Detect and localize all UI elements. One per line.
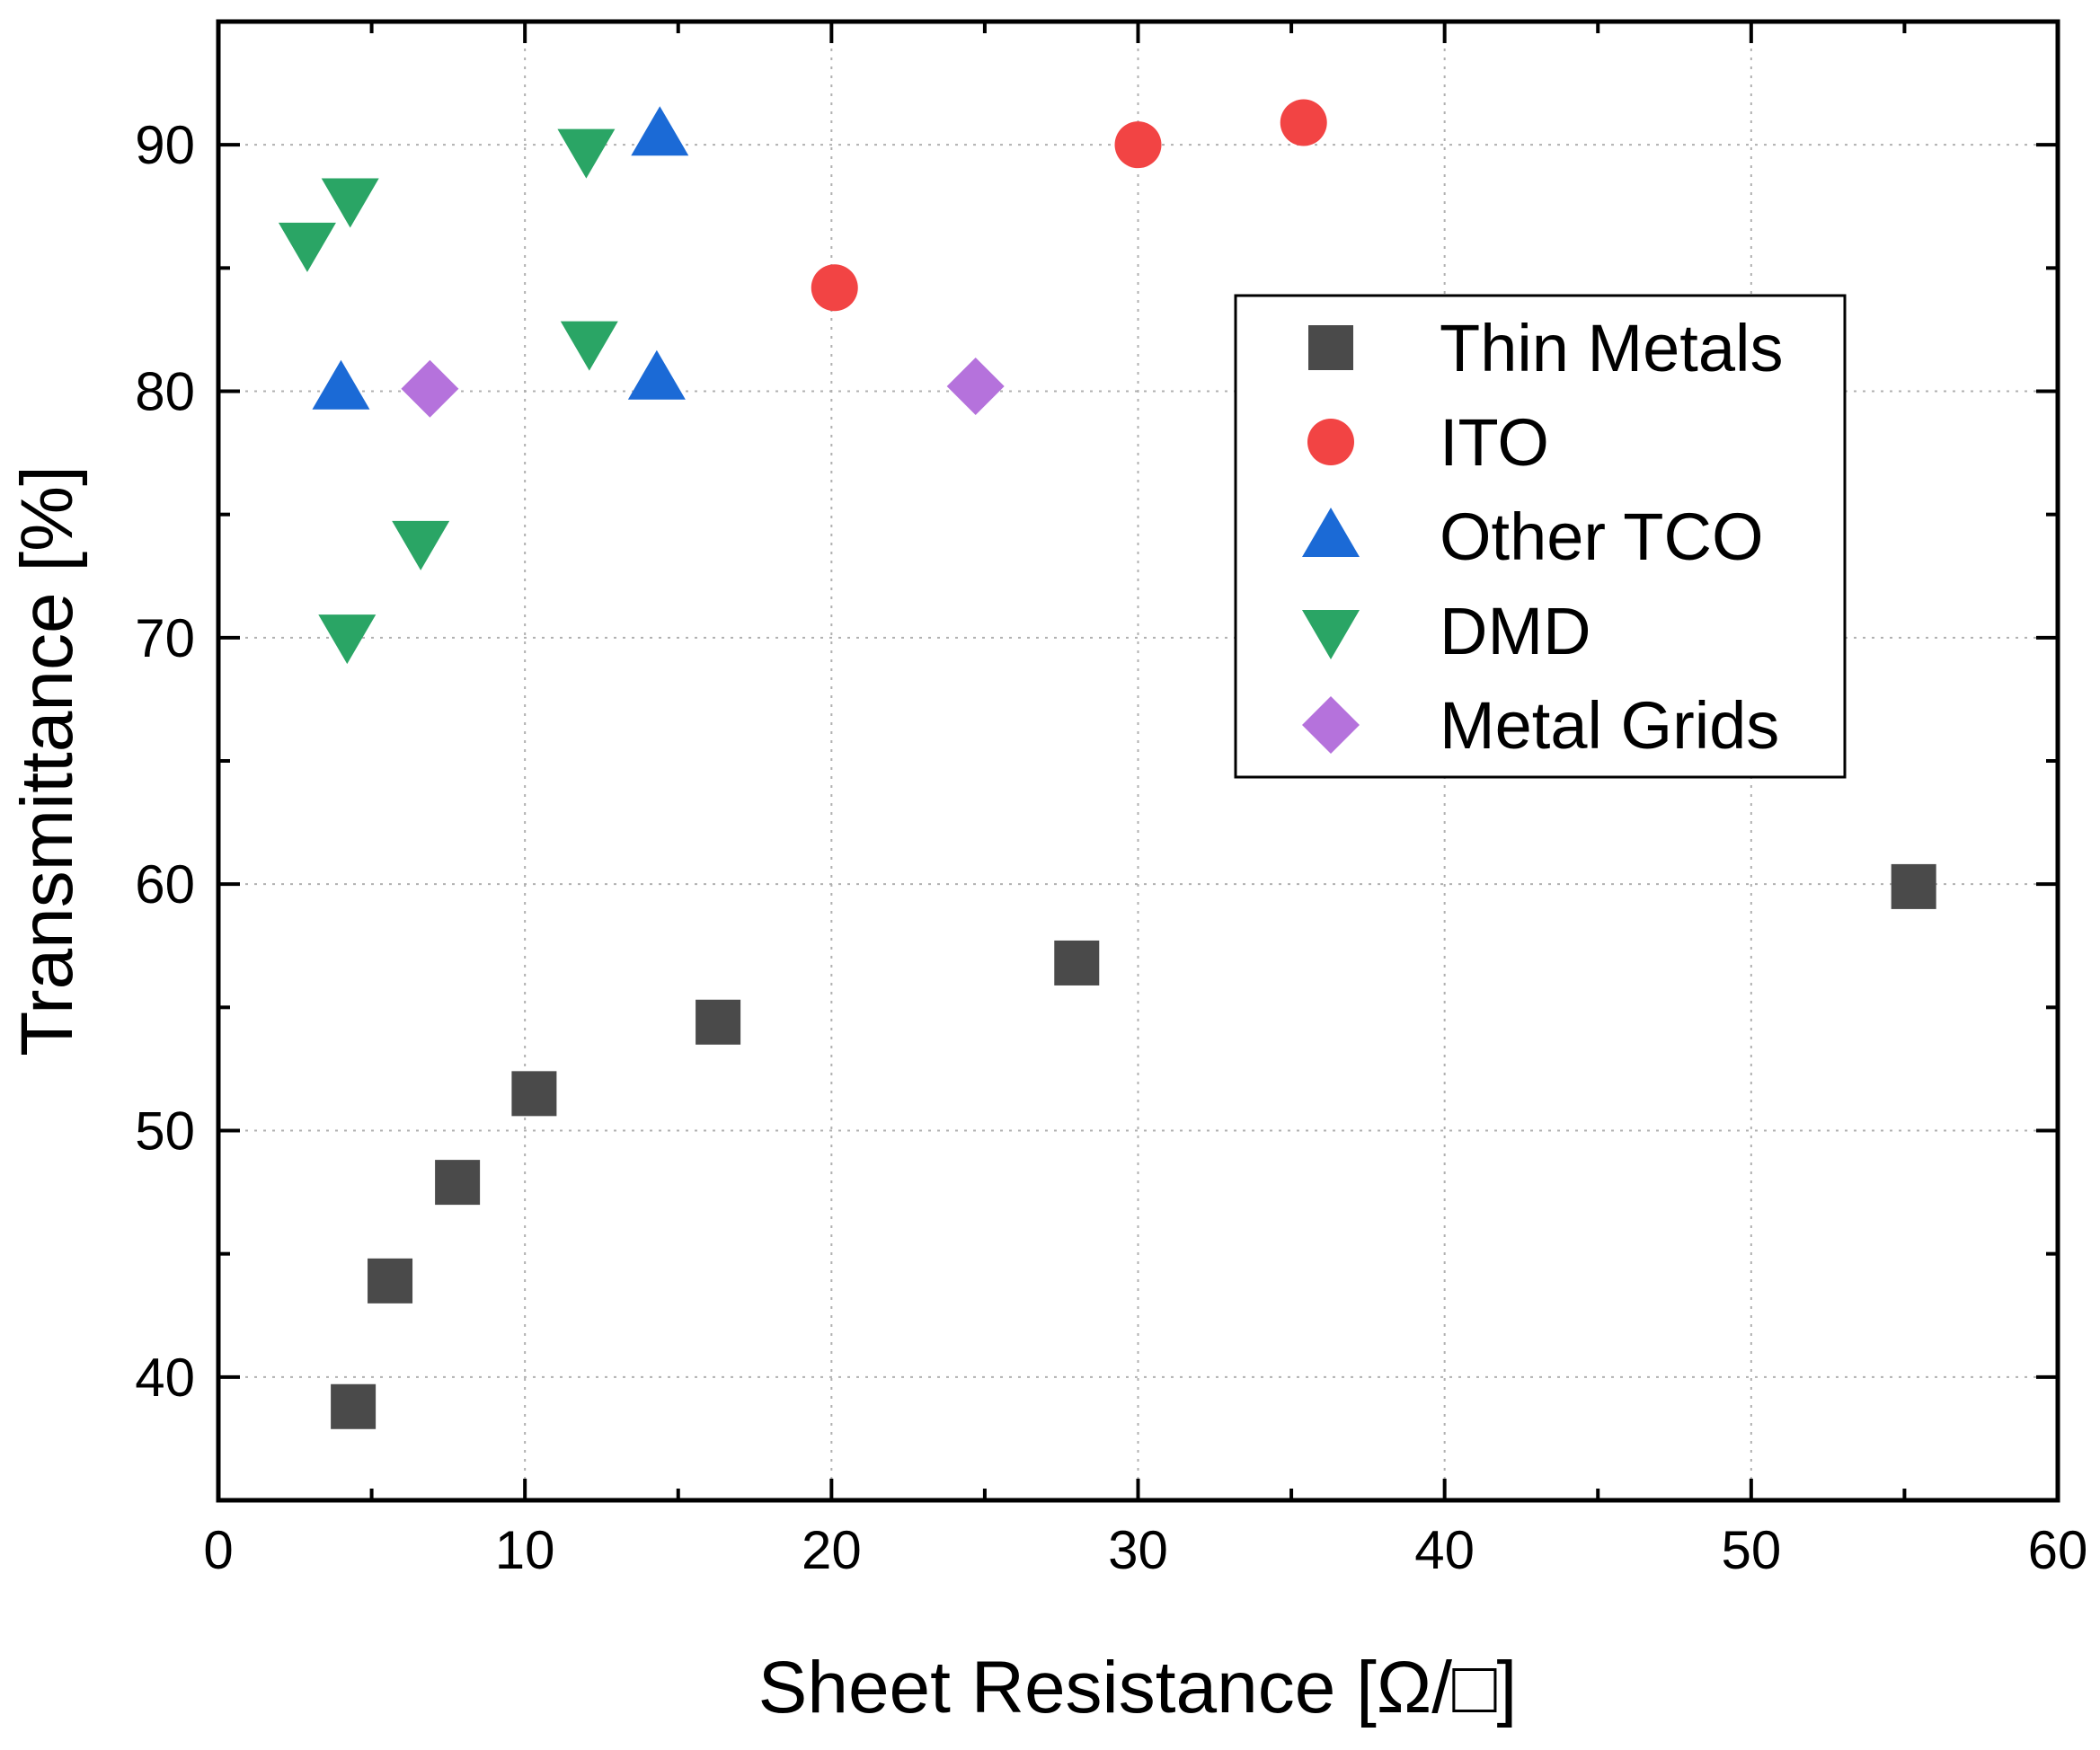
legend-label-dmd: DMD (1440, 594, 1591, 668)
data-point-metal-grids (401, 359, 459, 418)
x-tick-label: 10 (495, 1520, 555, 1580)
data-point-dmd (392, 520, 450, 570)
x-axis-title: Sheet Resistance [Ω/□] (758, 1647, 1518, 1728)
y-axis-title: Transmittance [%] (6, 465, 88, 1056)
y-tick-label: 60 (135, 854, 195, 915)
data-point-dmd (318, 614, 377, 665)
data-point-other-tco (312, 359, 370, 410)
data-point-ito (811, 264, 858, 312)
data-point-dmd (278, 222, 336, 272)
data-point-dmd (557, 128, 616, 179)
legend-marker-metal-grids (1302, 696, 1360, 754)
data-point-thin-metals (368, 1258, 413, 1304)
data-point-ito (1280, 99, 1327, 146)
data-point-thin-metals (435, 1160, 481, 1206)
legend: Thin Metals ITO Other TCO DMD Metal Grids (1234, 294, 1847, 779)
legend-marker-ito (1307, 419, 1354, 465)
y-tick-label: 40 (135, 1348, 195, 1408)
data-point-other-tco (627, 349, 686, 400)
x-tick-label: 20 (802, 1520, 862, 1580)
x-tick-label: 60 (2028, 1520, 2088, 1580)
data-point-thin-metals (1054, 940, 1100, 985)
legend-marker-thin-metals (1308, 325, 1353, 370)
x-tick-label: 50 (1721, 1520, 1781, 1580)
y-tick-label: 70 (135, 608, 195, 668)
x-tick-label: 40 (1414, 1520, 1475, 1580)
data-point-thin-metals (511, 1071, 557, 1117)
data-points (278, 99, 1936, 1429)
data-point-metal-grids (946, 358, 1005, 416)
legend-marker-dmd (1302, 610, 1360, 659)
legend-marker-other-tco (1302, 508, 1360, 557)
data-point-dmd (560, 321, 618, 371)
y-tick-label: 80 (135, 362, 195, 422)
tick-labels: 0 10 20 30 40 50 60 40 50 60 70 80 90 (135, 115, 2087, 1580)
data-point-thin-metals (696, 999, 741, 1045)
x-tick-label: 30 (1108, 1520, 1168, 1580)
data-point-dmd (321, 178, 379, 228)
legend-label-ito: ITO (1440, 405, 1549, 480)
data-point-ito (1114, 121, 1162, 169)
data-point-other-tco (631, 106, 689, 156)
legend-label-metal-grids: Metal Grids (1440, 688, 1779, 763)
y-tick-label: 50 (135, 1101, 195, 1162)
plot-frame (216, 19, 2060, 1503)
y-tick-label: 90 (135, 115, 195, 175)
x-tick-label: 0 (203, 1520, 233, 1580)
legend-label-other-tco: Other TCO (1440, 499, 1764, 574)
legend-label-thin-metals: Thin Metals (1440, 311, 1783, 385)
data-point-thin-metals (1891, 863, 1936, 909)
data-point-thin-metals (331, 1383, 377, 1429)
